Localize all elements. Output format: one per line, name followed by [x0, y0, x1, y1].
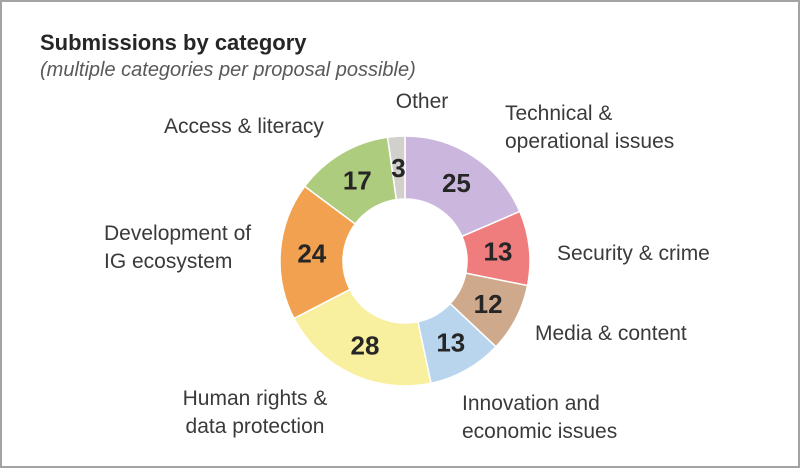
segment-label-security: Security & crime: [557, 242, 710, 265]
segment-value-human-rights: 28: [351, 331, 380, 361]
donut-segment-other: [386, 135, 406, 201]
segment-label-technical: Technical & operational issues: [505, 102, 675, 153]
segment-label-development: Development of IG ecosystem: [104, 222, 252, 273]
chart-subtitle: (multiple categories per proposal possib…: [40, 59, 416, 81]
segment-label-other: Other: [395, 90, 449, 113]
segment-value-innovation: 13: [436, 328, 465, 358]
segment-value-technical: 25: [442, 168, 471, 198]
donut-segment-technical: [404, 135, 521, 238]
donut-segment-human-rights: [292, 288, 432, 387]
segment-value-access: 17: [343, 166, 372, 196]
segment-value-security: 13: [484, 236, 513, 266]
segment-label-access: Access & literacy: [164, 115, 324, 138]
segment-value-development: 24: [297, 239, 326, 269]
segment-value-other: 3: [391, 153, 405, 183]
segment-label-innovation: Innovation and economic issues: [462, 392, 618, 443]
chart-title: Submissions by category: [40, 30, 307, 55]
segment-value-media: 12: [474, 289, 503, 319]
segment-label-human-rights: Human rights & data protection: [182, 387, 328, 438]
segment-label-media: Media & content: [535, 322, 687, 345]
